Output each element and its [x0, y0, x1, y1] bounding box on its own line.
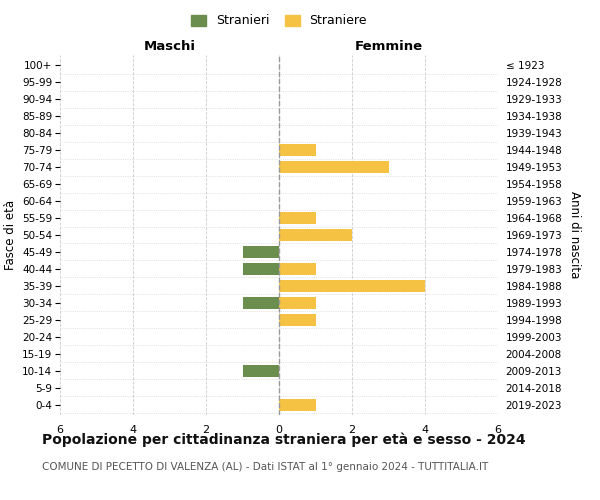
Bar — [279, 144, 316, 156]
Bar — [279, 161, 389, 173]
Bar — [279, 263, 316, 275]
Bar — [279, 229, 352, 241]
Bar — [242, 297, 279, 309]
Y-axis label: Anni di nascita: Anni di nascita — [568, 192, 581, 278]
Y-axis label: Fasce di età: Fasce di età — [4, 200, 17, 270]
Bar — [279, 297, 316, 309]
Text: Femmine: Femmine — [355, 40, 422, 54]
Bar — [279, 212, 316, 224]
Text: Maschi: Maschi — [143, 40, 196, 54]
Bar — [279, 280, 425, 292]
Bar — [242, 365, 279, 377]
Bar — [242, 263, 279, 275]
Bar — [279, 399, 316, 411]
Legend: Stranieri, Straniere: Stranieri, Straniere — [191, 14, 367, 28]
Bar — [242, 246, 279, 258]
Bar — [279, 314, 316, 326]
Text: COMUNE DI PECETTO DI VALENZA (AL) - Dati ISTAT al 1° gennaio 2024 - TUTTITALIA.I: COMUNE DI PECETTO DI VALENZA (AL) - Dati… — [42, 462, 488, 472]
Text: Popolazione per cittadinanza straniera per età e sesso - 2024: Popolazione per cittadinanza straniera p… — [42, 432, 526, 447]
